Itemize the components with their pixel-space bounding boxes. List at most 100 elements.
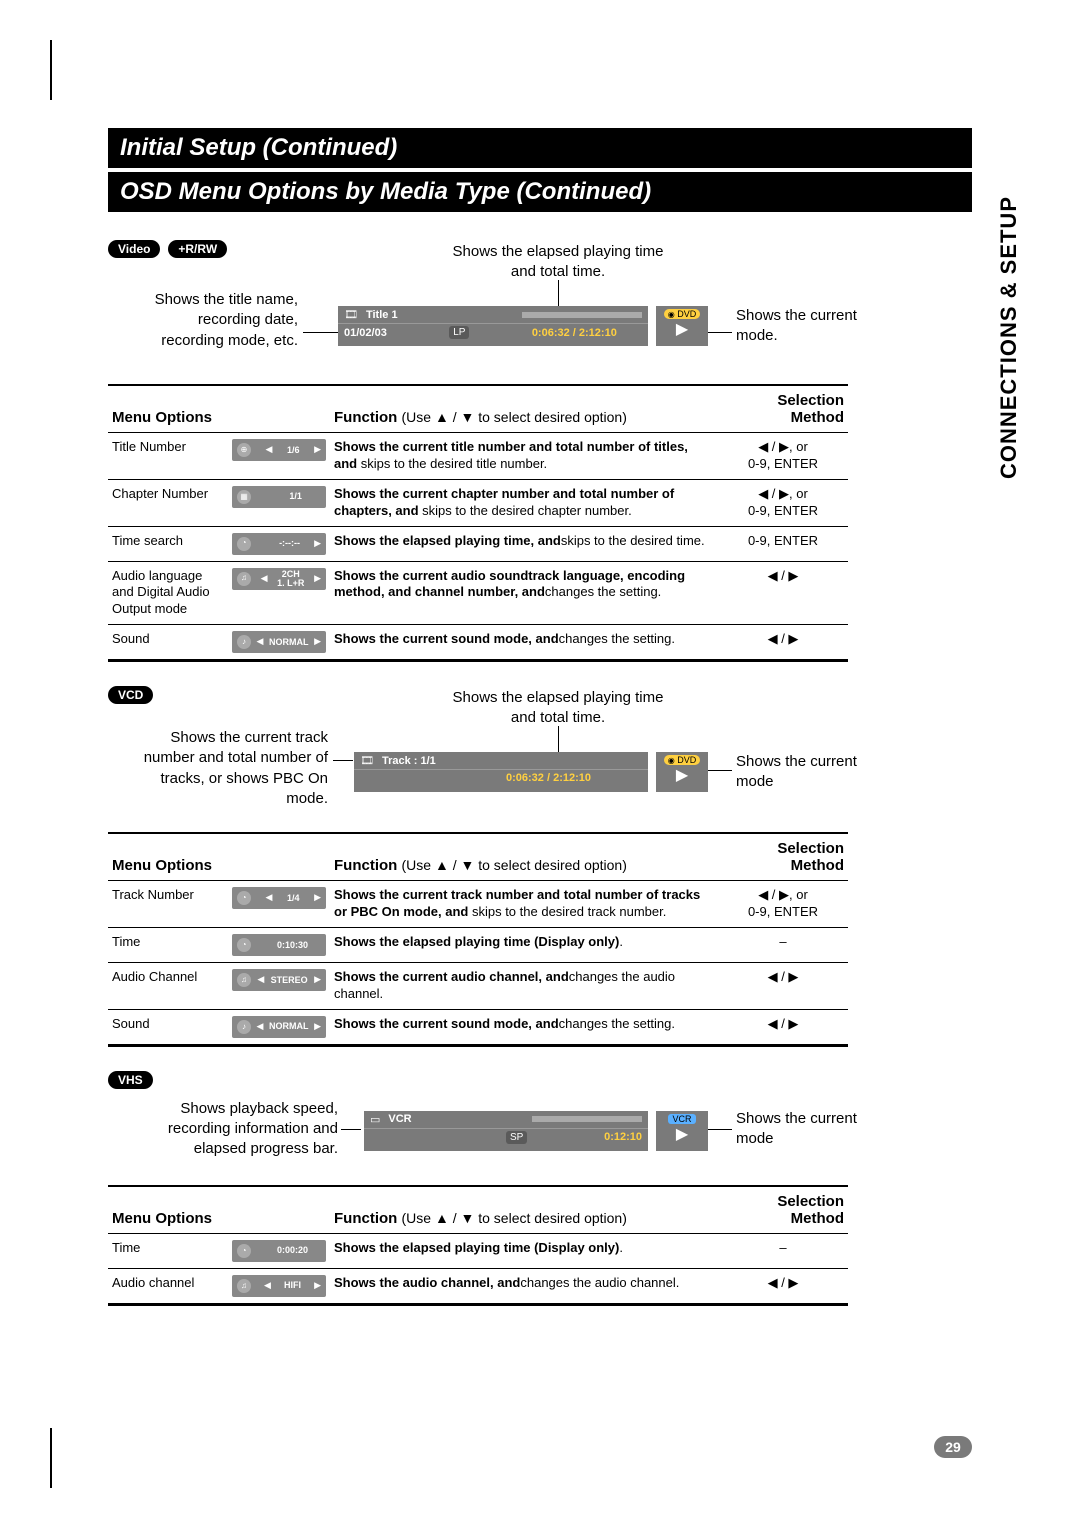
text: (Use <box>402 857 435 873</box>
section-tab: CONNECTIONS & SETUP <box>996 196 1022 479</box>
diagram-vcd: Shows the elapsed playing time and total… <box>108 714 848 826</box>
right-arrow-icon: ▶ <box>314 1021 321 1033</box>
cell-function: Shows the audio channel, andchanges the … <box>330 1268 718 1303</box>
tape-icon: ▭ <box>370 1113 380 1126</box>
cell-function: Shows the elapsed playing time (Display … <box>330 928 718 963</box>
mini-value: 1/4 <box>287 894 300 903</box>
text: Shows the elapsed playing time and total… <box>453 243 664 280</box>
th-menu-options: Menu Options <box>108 834 228 881</box>
text: Shows the current mode <box>736 753 857 790</box>
right-arrow-icon: ▶ <box>314 636 321 648</box>
text: Shows the current track number and total… <box>144 729 328 807</box>
cell-function: Shows the current sound mode, andchanges… <box>330 625 718 660</box>
mini-icon: ◔ <box>237 1244 251 1258</box>
osd-date: 01/02/03 <box>344 327 387 339</box>
label-elapsed-time: Shows the elapsed playing time and total… <box>408 242 708 283</box>
table-row: Audio language and Digital Audio Output … <box>108 561 848 625</box>
table-row: Time search ◔ -:--:-- ▶ Shows the elapse… <box>108 526 848 561</box>
pointer-line <box>708 1129 732 1130</box>
film-icon: 🎞 <box>360 754 374 767</box>
fn-hint: (Use ▲ / ▼ to select desired option) <box>402 1210 627 1226</box>
table-row: Track Number ◔ ◀ 1/4 ▶ Shows the current… <box>108 881 848 928</box>
osd-panel-mode: ◉ DVD ▶ <box>656 306 708 346</box>
text: (Use <box>402 1210 435 1226</box>
diagram-vhs: Shows playback speed, recording informat… <box>108 1099 848 1179</box>
cell-function: Shows the current title number and total… <box>330 433 718 480</box>
th-menu-options: Menu Options <box>108 386 228 433</box>
right-arrow-icon: ▶ <box>314 1280 321 1292</box>
left-arrow-icon: ◀ <box>264 1280 271 1292</box>
mini-osd: ♫ ◀ STEREO ▶ <box>232 969 326 991</box>
progress-bar <box>532 1116 642 1122</box>
text: to select desired option) <box>474 1210 627 1226</box>
mini-value: HIFI <box>284 1281 301 1290</box>
left-arrow-icon: ◀ <box>257 974 264 986</box>
label-current-mode: Shows the current mode <box>736 1109 896 1150</box>
cell-option: Title Number <box>108 433 228 480</box>
progress-bar <box>522 312 642 318</box>
th-menu-options: Menu Options <box>108 1187 228 1234</box>
up-icon: ▲ <box>435 857 449 873</box>
table-row: Title Number ⊕ ◀ 1/6 ▶ Shows the current… <box>108 433 848 480</box>
cell-option: Track Number <box>108 881 228 928</box>
right-arrow-icon: ▶ <box>314 444 321 456</box>
text: DVD <box>677 309 696 319</box>
cell-icon: ⊕ ◀ 1/6 ▶ <box>228 433 330 480</box>
osd-brand: VCR <box>388 1113 411 1125</box>
section-vhs: VHS Shows playback speed, recording info… <box>108 1071 848 1306</box>
page: CONNECTIONS & SETUP Initial Setup (Conti… <box>0 0 1080 1370</box>
left-arrow-icon: ◀ <box>266 444 273 456</box>
pointer-line <box>333 760 353 761</box>
mini-icon: ♪ <box>237 635 251 649</box>
table-row: Sound ♪ ◀ NORMAL ▶ Shows the current sou… <box>108 625 848 660</box>
play-icon: ▶ <box>676 765 688 785</box>
text: Function <box>334 409 397 426</box>
mini-osd: ◔ -:--:-- ▶ <box>232 533 326 555</box>
table-row: Sound ♪ ◀ NORMAL ▶ Shows the current sou… <box>108 1009 848 1044</box>
cell-icon: ▦ 1/1 <box>228 479 330 526</box>
cell-icon: ♪ ◀ NORMAL ▶ <box>228 1009 330 1044</box>
cell-icon: ♫ ◀ STEREO ▶ <box>228 963 330 1010</box>
badge-video: Video <box>108 240 160 258</box>
up-icon: ▲ <box>435 409 449 425</box>
page-number: 29 <box>934 1436 972 1458</box>
play-icon: ▶ <box>676 1124 688 1144</box>
right-arrow-icon: ▶ <box>314 573 321 585</box>
left-arrow-icon: ◀ <box>266 892 273 904</box>
cell-selection: ◀ / ▶, or0-9, ENTER <box>718 433 848 480</box>
mini-icon: ♫ <box>237 572 251 586</box>
pointer-line <box>708 770 732 771</box>
badge-vhs: VHS <box>108 1071 153 1089</box>
osd-time: 0:12:10 <box>604 1131 642 1143</box>
th-selection: Selection Method <box>718 1187 848 1234</box>
cell-selection: – <box>718 1233 848 1268</box>
text: DVD <box>677 755 696 765</box>
cell-selection: – <box>718 928 848 963</box>
mini-osd: ♫ ◀ 2CH1. L+R ▶ <box>232 568 326 590</box>
th-icon <box>228 834 330 881</box>
fn-hint: (Use ▲ / ▼ to select desired option) <box>402 409 627 425</box>
mini-osd: ♪ ◀ NORMAL ▶ <box>232 631 326 653</box>
label-title-info: Shows the title name, recording date, re… <box>98 290 298 351</box>
mini-icon: ♫ <box>237 973 251 987</box>
cell-icon: ◔ 0:10:30 <box>228 928 330 963</box>
mini-value: 0:10:30 <box>277 941 308 950</box>
text: VCR <box>672 1114 691 1124</box>
text: to select desired option) <box>474 409 627 425</box>
cell-selection: 0-9, ENTER <box>718 526 848 561</box>
mini-osd: ◔ 0:10:30 <box>232 934 326 956</box>
fn-hint: (Use ▲ / ▼ to select desired option) <box>402 857 627 873</box>
th-icon <box>228 386 330 433</box>
mini-value: -:--:-- <box>279 539 300 548</box>
cell-option: Sound <box>108 1009 228 1044</box>
title-initial-setup: Initial Setup (Continued) <box>108 128 972 168</box>
cell-icon: ♪ ◀ NORMAL ▶ <box>228 625 330 660</box>
mini-icon: ▦ <box>237 490 251 504</box>
mini-osd: ◔ ◀ 1/4 ▶ <box>232 887 326 909</box>
th-selection: Selection Method <box>718 386 848 433</box>
cell-selection: ◀ / ▶, or0-9, ENTER <box>718 479 848 526</box>
cell-option: Time search <box>108 526 228 561</box>
mini-value: NORMAL <box>269 638 309 647</box>
osd-brand-pill: VCR <box>668 1114 695 1124</box>
cell-function: Shows the elapsed playing time, andskips… <box>330 526 718 561</box>
